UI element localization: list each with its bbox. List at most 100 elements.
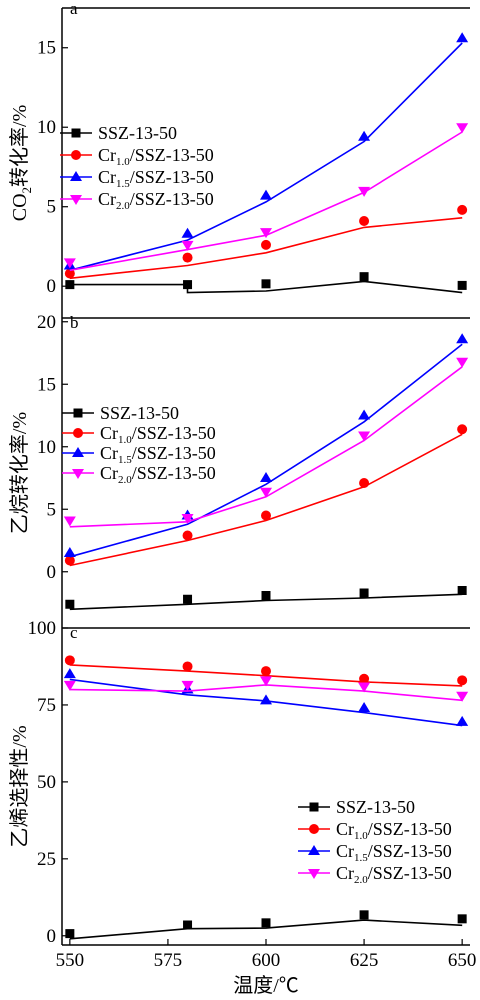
series-Cr1.0/SSZ-13-50 (64, 655, 468, 687)
panel-label: a (70, 0, 78, 18)
data-point (182, 530, 193, 541)
y-axis-title: CO2转化率/% (8, 105, 34, 222)
legend: SSZ-13-50Cr1.0/SSZ-13-50Cr1.5/SSZ-13-50C… (60, 123, 214, 212)
legend-marker (72, 447, 84, 457)
y-tick-label: 15 (37, 374, 56, 395)
series-Cr1.0/SSZ-13-50 (64, 204, 468, 280)
y-tick-label: 20 (37, 312, 56, 333)
data-point (65, 599, 75, 609)
x-tick-label: 650 (448, 950, 477, 971)
data-point (358, 682, 371, 693)
data-point (64, 268, 75, 279)
data-point (65, 929, 75, 939)
data-point (261, 918, 271, 928)
fit-line (69, 919, 463, 940)
legend-marker (72, 469, 84, 479)
legend-marker (309, 802, 319, 812)
legend-marker (71, 150, 81, 160)
data-point (358, 702, 371, 713)
data-point (182, 252, 193, 263)
panel-label: b (70, 313, 79, 332)
y-tick-label: 10 (37, 117, 56, 138)
data-point (260, 228, 272, 239)
legend-marker (70, 195, 82, 205)
legend-label: Cr2.0/SSZ-13-50 (98, 189, 214, 212)
data-point (63, 258, 76, 269)
data-point (260, 676, 272, 687)
legend-label: SSZ-13-50 (98, 123, 177, 143)
data-point (457, 280, 467, 290)
data-point (261, 666, 271, 677)
y-tick-label: 0 (47, 926, 57, 947)
legend-marker (73, 408, 83, 418)
legend-marker (308, 845, 320, 855)
data-point (183, 594, 193, 604)
data-point (457, 424, 468, 435)
series-SSZ-13-50 (65, 586, 467, 611)
data-point (64, 655, 75, 666)
y-tick-label: 5 (47, 499, 57, 520)
data-point (183, 280, 193, 290)
data-point (359, 910, 369, 920)
legend-label: Cr2.0/SSZ-13-50 (100, 463, 216, 486)
data-point (456, 715, 469, 726)
data-point (456, 691, 469, 702)
data-point (65, 280, 75, 290)
fit-line (69, 280, 463, 294)
y-tick-label: 75 (37, 695, 56, 716)
y-tick-label: 5 (47, 197, 57, 218)
y-tick-label: 100 (28, 618, 57, 639)
series-Cr1.5/SSZ-13-50 (63, 32, 469, 272)
legend-label: Cr1.0/SSZ-13-50 (98, 145, 214, 168)
data-point (457, 586, 467, 595)
x-tick-label: 575 (154, 950, 183, 971)
series-Cr1.0/SSZ-13-50 (64, 424, 468, 567)
data-point (359, 216, 370, 227)
x-tick-label: 600 (252, 950, 281, 971)
data-point (260, 472, 272, 482)
data-point (359, 478, 370, 488)
data-point (183, 920, 193, 930)
data-point (181, 514, 194, 524)
y-tick-label: 50 (37, 772, 56, 793)
fit-line (69, 343, 463, 558)
legend-label: Cr1.5/SSZ-13-50 (336, 841, 452, 864)
legend-marker (70, 171, 82, 181)
data-point (457, 204, 468, 215)
fit-line (69, 217, 463, 280)
data-point (261, 591, 271, 600)
legend-label: Cr1.0/SSZ-13-50 (336, 819, 452, 842)
data-point (182, 661, 193, 672)
data-point (456, 123, 469, 134)
data-point (358, 409, 371, 420)
data-point (261, 510, 271, 521)
series-Cr2.0/SSZ-13-50 (63, 357, 469, 528)
data-point (181, 240, 194, 251)
legend-marker (308, 869, 320, 879)
data-point (260, 189, 272, 200)
data-point (457, 675, 468, 686)
legend-marker (71, 128, 81, 138)
data-point (358, 130, 371, 141)
legend-label: Cr1.0/SSZ-13-50 (100, 423, 216, 446)
legend-label: Cr1.5/SSZ-13-50 (100, 443, 216, 466)
legend-label: Cr1.5/SSZ-13-50 (98, 167, 214, 190)
series-Cr2.0/SSZ-13-50 (63, 676, 469, 702)
series-SSZ-13-50 (65, 272, 467, 294)
x-axis-title: 温度/℃ (233, 974, 299, 997)
y-tick-label: 0 (47, 562, 57, 583)
data-point (261, 279, 271, 289)
legend: SSZ-13-50Cr1.0/SSZ-13-50Cr1.5/SSZ-13-50C… (298, 797, 452, 886)
series-Cr2.0/SSZ-13-50 (63, 123, 469, 272)
x-tick-label: 550 (56, 950, 85, 971)
chart-panel-b: 0 5 10 15 20 b 乙烷转化率/% SSZ-13-50Cr1.0/SSZ-13-50… (8, 312, 470, 629)
y-tick-label: 25 (37, 849, 56, 870)
data-point (63, 547, 76, 557)
data-point (181, 227, 194, 238)
legend-marker (73, 428, 83, 438)
data-point (359, 673, 370, 684)
data-point (181, 680, 194, 691)
legend-label: SSZ-13-50 (336, 797, 415, 817)
